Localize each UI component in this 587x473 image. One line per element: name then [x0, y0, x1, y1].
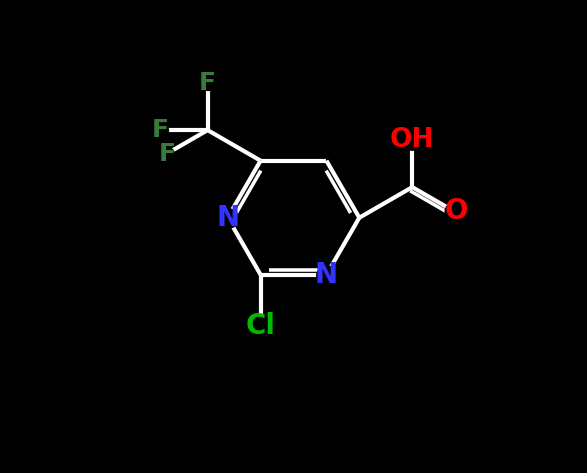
Text: OH: OH	[390, 127, 434, 153]
Text: N: N	[315, 261, 338, 289]
Text: F: F	[199, 71, 216, 95]
Text: Cl: Cl	[245, 313, 275, 341]
Text: F: F	[152, 118, 169, 142]
Text: F: F	[158, 141, 176, 166]
Text: O: O	[445, 197, 468, 225]
Text: N: N	[216, 204, 239, 232]
